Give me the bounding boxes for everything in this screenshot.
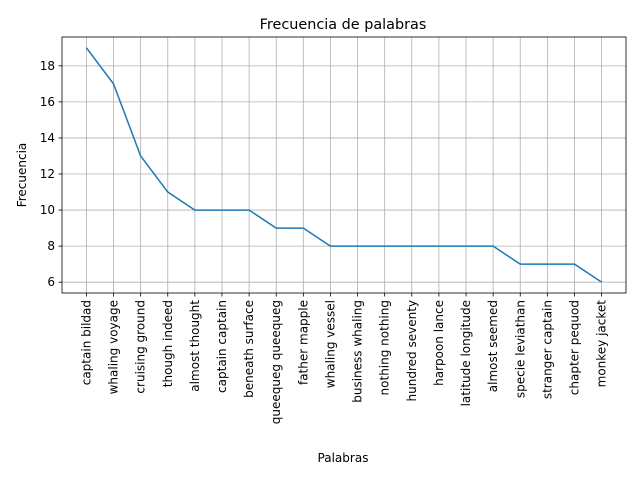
x-tick-label: captain captain (215, 300, 229, 393)
y-tick-label: 18 (40, 59, 55, 73)
chart-title: Frecuencia de palabras (260, 17, 427, 33)
x-tick-label: nothing nothing (378, 300, 392, 395)
x-axis: captain bildad whaling voyage cruising gro… (79, 293, 609, 424)
x-tick-label: captain bildad (79, 300, 93, 385)
x-tick-label: hundred seventy (405, 300, 419, 401)
x-tick-label: queequeg queequeg (269, 300, 283, 424)
y-axis-label: Frecuencia (15, 143, 29, 208)
y-tick-label: 8 (47, 239, 55, 253)
y-tick-label: 6 (47, 275, 55, 289)
series-line (85, 47, 603, 283)
y-tick-label: 14 (40, 131, 55, 145)
x-tick-label: latitude longitude (459, 300, 473, 406)
x-tick-label: beneath surface (242, 300, 256, 398)
grid (62, 37, 626, 293)
x-tick-label: almost thought (188, 300, 202, 392)
x-tick-label: harpoon lance (432, 300, 446, 386)
plot-frame (61, 36, 627, 294)
x-tick-label: specie leviathan (513, 300, 527, 398)
y-tick-label: 10 (40, 203, 55, 217)
x-tick-label: almost seemed (486, 300, 500, 392)
y-tick-label: 16 (40, 95, 55, 109)
x-tick-label: stranger captain (540, 300, 554, 399)
x-tick-label: whaling vessel (323, 300, 337, 388)
x-tick-label: whaling voyage (107, 300, 121, 394)
x-tick-label: chapter pequod (567, 300, 581, 395)
x-tick-label: business whaling (351, 300, 365, 403)
x-tick-label: though indeed (161, 300, 175, 387)
x-axis-label: Palabras (318, 451, 369, 465)
x-tick-label: monkey jacket (595, 300, 609, 388)
x-tick-label: father mapple (296, 300, 310, 385)
y-axis: 6 8 10 12 14 16 18 (40, 59, 62, 289)
y-tick-label: 12 (40, 167, 55, 181)
x-tick-label: cruising ground (134, 300, 148, 394)
